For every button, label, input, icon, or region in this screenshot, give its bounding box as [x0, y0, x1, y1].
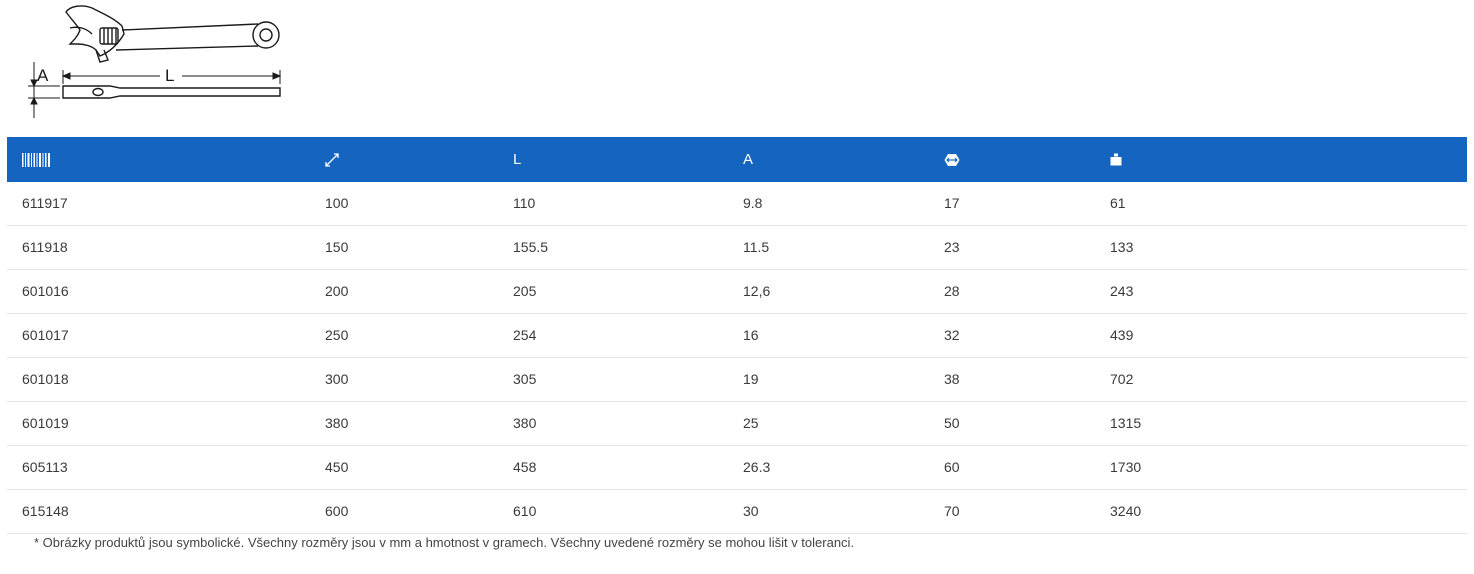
table-row: 601017 250 254 16 32 439: [7, 314, 1467, 358]
cell-size: 200: [325, 283, 349, 299]
cell-article: 601016: [22, 283, 69, 299]
barcode-icon: [22, 152, 50, 167]
cell-height: 25: [743, 415, 759, 431]
header-jaw-opening: [944, 137, 960, 182]
cell-weight: 61: [1110, 195, 1126, 211]
cell-length: 458: [513, 459, 537, 475]
cell-length: 110: [513, 195, 536, 211]
cell-jaw-opening: 32: [944, 327, 960, 343]
table-row: 601016 200 205 12,6 28 243: [7, 270, 1467, 314]
cell-weight: 1730: [1110, 459, 1142, 475]
cell-size: 300: [325, 371, 349, 387]
cell-size: 380: [325, 415, 349, 431]
cell-weight: 243: [1110, 283, 1134, 299]
cell-jaw-opening: 17: [944, 195, 960, 211]
cell-article: 611918: [22, 239, 68, 255]
table-body: 611917 100 110 9.8 17 61 611918 150 155.…: [7, 182, 1467, 534]
cell-article: 601019: [22, 415, 69, 431]
jaw-opening-icon: [944, 153, 960, 167]
cell-length: 380: [513, 415, 537, 431]
cell-length: 305: [513, 371, 537, 387]
cell-size: 100: [325, 195, 349, 211]
cell-weight: 439: [1110, 327, 1134, 343]
cell-height: 11.5: [743, 239, 770, 255]
cell-height: 19: [743, 371, 759, 387]
table-row: 605113 450 458 26.3 60 1730: [7, 446, 1467, 490]
cell-weight: 133: [1110, 239, 1134, 255]
size-diagonal-icon: [325, 152, 339, 167]
cell-height: 26.3: [743, 459, 771, 475]
header-height: A: [743, 151, 754, 168]
cell-jaw-opening: 70: [944, 503, 960, 519]
cell-jaw-opening: 60: [944, 459, 960, 475]
header-size: [325, 137, 339, 182]
cell-article: 615148: [22, 503, 69, 519]
table-row: 601019 380 380 25 50 1315: [7, 402, 1467, 446]
header-weight: [1110, 137, 1122, 182]
cell-jaw-opening: 38: [944, 371, 960, 387]
cell-size: 450: [325, 459, 349, 475]
table-row: 615148 600 610 30 70 3240: [7, 490, 1467, 534]
cell-jaw-opening: 50: [944, 415, 960, 431]
cell-weight: 3240: [1110, 503, 1142, 519]
table-row: 611918 150 155.5 11.5 23 133: [7, 226, 1467, 270]
cell-length: 254: [513, 327, 537, 343]
cell-size: 150: [325, 239, 349, 255]
dim-label-a: A: [37, 66, 49, 85]
cell-height: 16: [743, 327, 759, 343]
cell-jaw-opening: 23: [944, 239, 960, 255]
table-row: 611917 100 110 9.8 17 61: [7, 182, 1467, 226]
cell-length: 155.5: [513, 239, 549, 255]
table-header: L A: [7, 137, 1467, 182]
header-article-number: [22, 137, 50, 182]
footnote: * Obrázky produktů jsou symbolické. Všec…: [34, 535, 855, 550]
cell-article: 611917: [22, 195, 68, 211]
wrench-drawing: L A: [0, 0, 300, 130]
weight-icon: [1110, 153, 1122, 166]
cell-length: 610: [513, 503, 537, 519]
dim-label-l: L: [165, 66, 174, 85]
cell-height: 30: [743, 503, 759, 519]
cell-jaw-opening: 28: [944, 283, 960, 299]
cell-article: 605113: [22, 459, 68, 475]
cell-height: 12,6: [743, 283, 771, 299]
cell-height: 9.8: [743, 195, 763, 211]
cell-article: 601018: [22, 371, 69, 387]
table-row: 601018 300 305 19 38 702: [7, 358, 1467, 402]
cell-article: 601017: [22, 327, 69, 343]
cell-weight: 702: [1110, 371, 1134, 387]
cell-size: 600: [325, 503, 349, 519]
cell-size: 250: [325, 327, 349, 343]
adjustable-wrench-icon: L A: [28, 5, 282, 118]
spec-table: L A 611917 100 1: [7, 137, 1467, 534]
header-length: L: [513, 151, 522, 168]
cell-length: 205: [513, 283, 537, 299]
cell-weight: 1315: [1110, 415, 1142, 431]
